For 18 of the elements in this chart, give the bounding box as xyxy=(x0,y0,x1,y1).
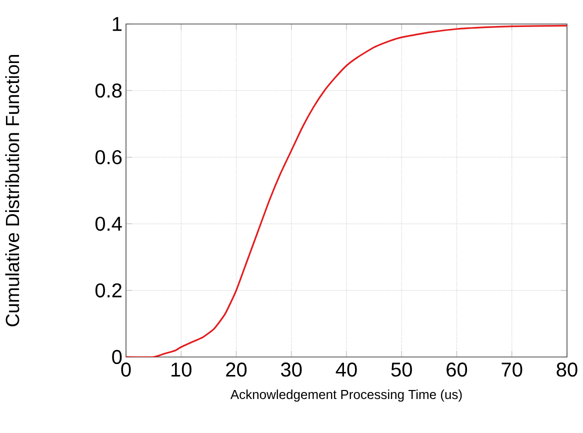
x-axis-title: Acknowledgement Processing Time (us) xyxy=(230,390,462,402)
x-tick-label: 10 xyxy=(172,362,192,377)
y-tick-label: 0.2 xyxy=(95,283,122,298)
y-axis-title: Cumulative Distribution Function xyxy=(5,55,20,326)
x-tick-label: 0 xyxy=(121,362,131,377)
x-tick-label: 70 xyxy=(502,362,522,377)
x-tick-label: 80 xyxy=(556,362,578,377)
y-tick-label: 0.6 xyxy=(95,150,122,164)
y-tick-label: 0.8 xyxy=(95,84,122,98)
x-tick-label: 60 xyxy=(446,362,468,377)
y-tick-label: 1 xyxy=(112,17,122,31)
line-series xyxy=(126,24,567,357)
x-tick-label: 20 xyxy=(226,362,247,377)
y-tick-label: 0 xyxy=(112,350,122,364)
y-tick-label: 0.4 xyxy=(95,216,122,231)
x-tick-label: 30 xyxy=(281,362,302,377)
x-tick-label: 50 xyxy=(391,362,412,377)
x-tick-label: 40 xyxy=(336,362,357,377)
